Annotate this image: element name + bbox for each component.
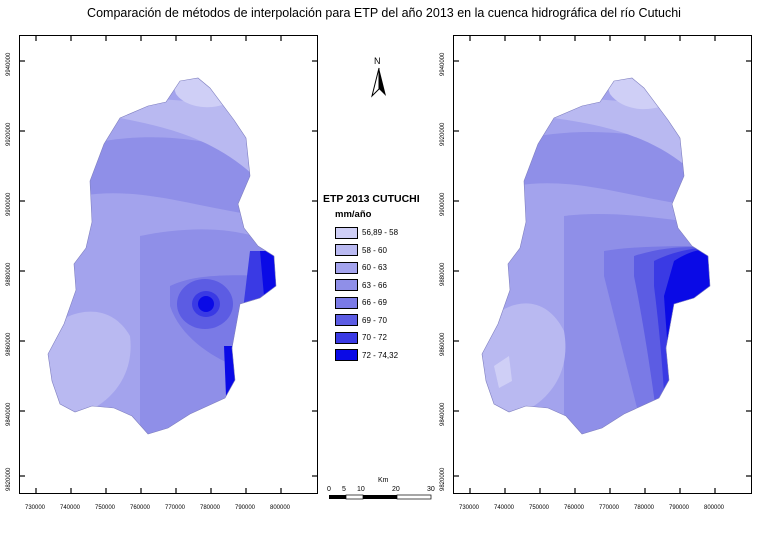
north-label: N [374,56,381,66]
scale-tick-30: 30 [427,486,435,493]
legend-title: ETP 2013 CUTUCHI [323,193,420,205]
left-interpolation-map [20,36,317,493]
left-x-tick-2: 740000 [60,505,81,511]
legend-label: 70 - 72 [362,333,387,343]
legend-label: 58 - 60 [362,245,387,255]
legend-label: 60 - 63 [362,263,387,273]
legend-item: 70 - 72 [335,329,443,347]
legend-label: 69 - 70 [362,315,387,325]
left-x-tick-6: 780000 [200,505,221,511]
legend-item: 56,89 - 58 [335,224,443,242]
legend: ETP 2013 CUTUCHI mm/año 56,89 - 58 58 - … [323,193,443,364]
legend-unit: mm/año [335,209,372,220]
left-x-tick-8: 800000 [270,505,291,511]
legend-item: 69 - 70 [335,312,443,330]
right-x-tick-3: 750000 [529,505,550,511]
legend-swatch [335,261,358,274]
left-x-tick-1: 730000 [25,505,46,511]
map-title: Comparación de métodos de interpolación … [87,6,681,20]
right-x-tick-4: 760000 [564,505,585,511]
legend-swatch [335,279,358,292]
legend-swatch [335,349,358,362]
scale-tick-0: 0 [327,486,331,493]
left-y-tick-3: 9900000 [6,192,12,216]
scale-unit: Km [378,477,389,484]
right-interpolation-map [454,36,751,493]
legend-swatch [335,314,358,327]
left-y-tick-1: 9940000 [6,52,12,76]
right-x-tick-8: 800000 [704,505,725,511]
left-y-tick-7: 9820000 [6,467,12,491]
north-arrow-icon [371,67,386,98]
legend-item: 72 - 74,32 [335,347,443,365]
legend-item: 66 - 69 [335,294,443,312]
left-map-frame [19,35,318,494]
legend-label: 72 - 74,32 [362,350,399,360]
legend-item: 63 - 66 [335,277,443,295]
legend-item: 60 - 63 [335,259,443,277]
scale-bar: Km 0 5 10 20 30 [327,477,435,500]
legend-label: 56,89 - 58 [362,228,399,238]
legend-label: 66 - 69 [362,298,387,308]
right-y-tick-1: 9940000 [440,52,446,76]
right-map-frame [453,35,752,494]
scale-tick-10: 10 [357,486,365,493]
left-x-tick-3: 750000 [95,505,116,511]
legend-label: 63 - 66 [362,280,387,290]
right-x-tick-6: 780000 [634,505,655,511]
right-x-tick-2: 740000 [494,505,515,511]
right-x-tick-7: 790000 [669,505,690,511]
right-y-tick-2: 9920000 [440,122,446,146]
right-x-tick-1: 730000 [459,505,480,511]
right-y-tick-7: 9820000 [440,467,446,491]
right-y-tick-6: 9840000 [440,402,446,426]
left-x-tick-5: 770000 [165,505,186,511]
left-x-tick-4: 760000 [130,505,151,511]
legend-item: 58 - 60 [335,242,443,260]
legend-swatch [335,296,358,309]
scale-tick-20: 20 [392,486,400,493]
scale-tick-5: 5 [342,486,346,493]
legend-swatch [335,226,358,239]
left-y-tick-4: 9880000 [6,262,12,286]
left-y-tick-5: 9860000 [6,332,12,356]
right-x-tick-5: 770000 [599,505,620,511]
left-x-tick-7: 790000 [235,505,256,511]
legend-swatch [335,244,358,257]
left-y-tick-6: 9840000 [6,402,12,426]
legend-swatch [335,331,358,344]
left-y-tick-2: 9920000 [6,122,12,146]
